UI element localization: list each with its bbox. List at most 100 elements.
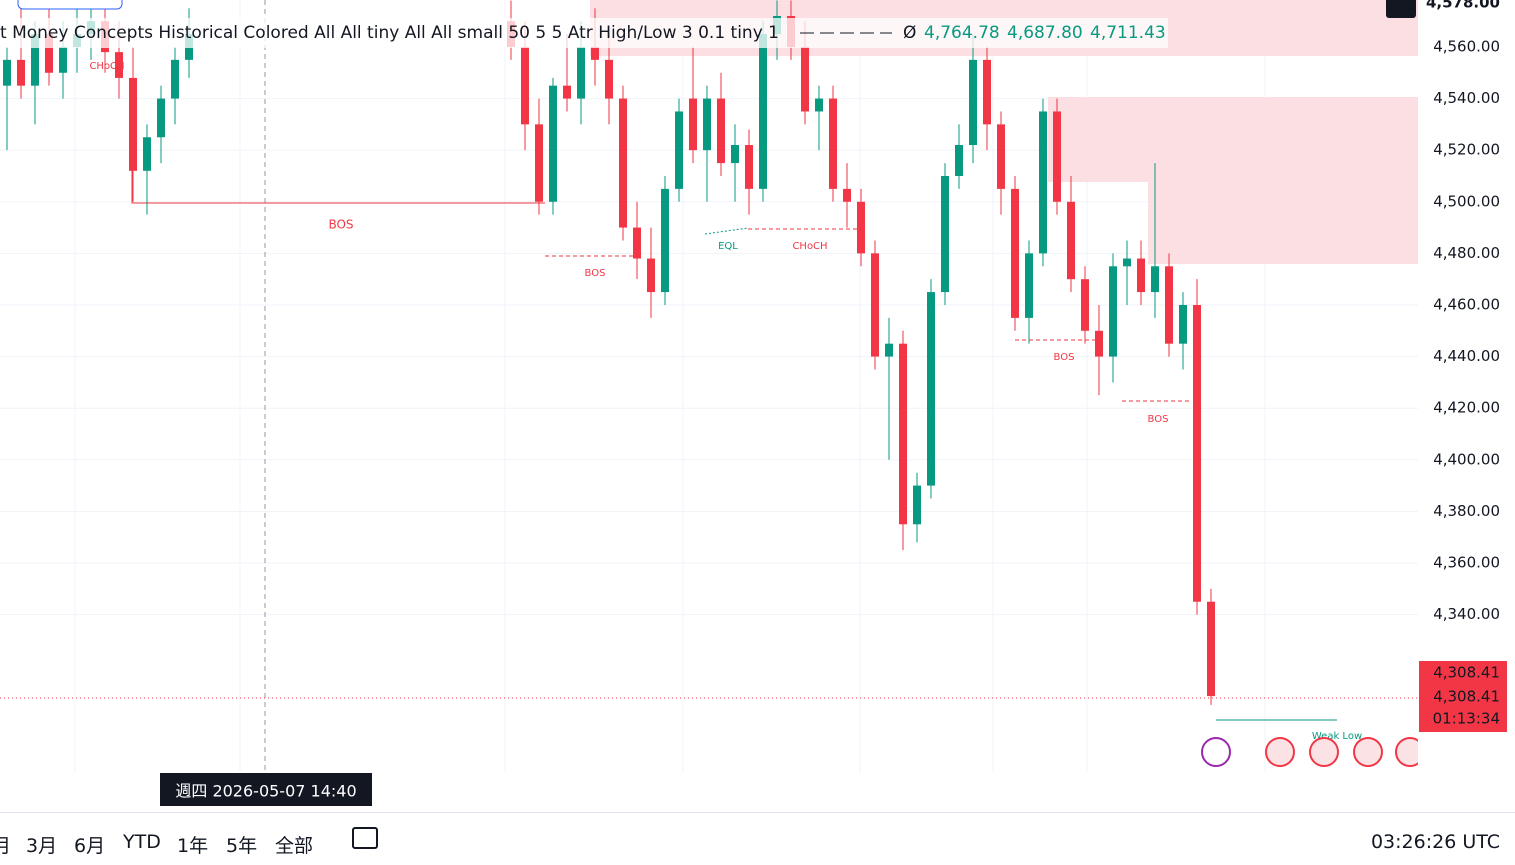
annotation: BOS: [1054, 352, 1075, 363]
candle-body: [983, 59, 991, 125]
candle-body: [759, 34, 767, 189]
candle-body: [1137, 258, 1145, 293]
candle-body: [17, 59, 25, 86]
candle-body: [3, 59, 11, 86]
date-label-text: 週四 2026-05-07 14:40: [175, 782, 356, 801]
candle-body: [955, 145, 963, 176]
event-icons: [1201, 737, 1425, 767]
candle-body: [899, 343, 907, 525]
indicator-legend: t Money Concepts Historical Colored All …: [0, 23, 779, 43]
y-tick-label: 4,540.00: [1433, 89, 1500, 107]
candle-body: [647, 258, 655, 293]
grid: [0, 0, 1418, 772]
y-tick-label: 4,380.00: [1433, 502, 1500, 520]
candle-body: [815, 98, 823, 112]
candle-body: [801, 46, 809, 112]
candle-body: [549, 85, 557, 202]
annotation: BOS: [328, 218, 353, 232]
legend-value: 4,711.43: [1090, 23, 1166, 43]
annotation: BOS: [585, 268, 606, 279]
range-button[interactable]: 5年: [226, 835, 258, 857]
candle-body: [843, 188, 851, 202]
candle-body: [731, 145, 739, 164]
price-tag: [1419, 661, 1507, 732]
candle-body: [1165, 266, 1173, 344]
candle-body: [1095, 330, 1103, 357]
candle-body: [1207, 601, 1215, 697]
candle-body: [115, 52, 123, 78]
candle-body: [829, 98, 837, 189]
y-tick-label: 4,520.00: [1433, 141, 1500, 159]
annotation: CHoCH: [792, 241, 827, 252]
add-button[interactable]: [1386, 0, 1416, 18]
candle-body: [171, 59, 179, 99]
range-button[interactable]: 1年: [177, 835, 209, 857]
legend-bg: [0, 18, 1168, 48]
icon[interactable]: [1265, 737, 1295, 767]
candle-body: [1011, 188, 1019, 318]
candle-body: [1025, 253, 1033, 318]
y-tick-label: 4,340.00: [1433, 605, 1500, 623]
candle-body: [129, 77, 137, 171]
candle-body: [563, 85, 571, 99]
y-tick-label: 4,500.00: [1433, 192, 1500, 210]
candle-body: [913, 485, 921, 525]
candle-body: [1193, 304, 1201, 602]
y-tick-label: 4,360.00: [1433, 554, 1500, 572]
candle-body: [521, 46, 529, 125]
icon[interactable]: [1309, 737, 1339, 767]
candle-body: [619, 98, 627, 228]
bos-line: [131, 150, 545, 204]
candle-body: [941, 175, 949, 293]
legend-value: 4,687.80: [1007, 23, 1083, 43]
candle-body: [1123, 258, 1131, 267]
y-tick-label: 4,420.00: [1433, 399, 1500, 417]
candle-body: [59, 46, 67, 73]
candle-body: [31, 34, 39, 86]
range-button[interactable]: 月: [0, 835, 12, 857]
date-range-icon[interactable]: [352, 827, 378, 849]
candle-body: [45, 34, 53, 73]
candle-body: [885, 343, 893, 357]
icon[interactable]: [1353, 737, 1383, 767]
candle-body: [577, 46, 585, 99]
candle-body: [969, 59, 977, 146]
y-tick-label: 4,440.00: [1433, 347, 1500, 365]
candle-body: [591, 46, 599, 60]
y-tick-label: 4,560.00: [1433, 37, 1500, 55]
range-button[interactable]: YTD: [123, 831, 161, 853]
annotation: CHoCH: [89, 61, 124, 72]
eql-line: [704, 227, 749, 235]
candle-body: [1081, 279, 1089, 331]
candle-body: [927, 292, 935, 486]
axis-top-label: 4,578.00: [1426, 0, 1500, 12]
candle-body: [605, 59, 613, 99]
range-button[interactable]: 全部: [275, 835, 314, 857]
date-label: [160, 773, 372, 806]
clock: 03:26:26 UTC: [1370, 831, 1500, 853]
order-block: [1148, 164, 1418, 264]
toolbar: 月 3月 6月 YTD 1年 5年 全部 03:26:26 UTC: [0, 812, 1515, 865]
icon[interactable]: [1201, 737, 1231, 767]
candle-body: [703, 98, 711, 151]
annotation: Weak Low: [1312, 731, 1362, 742]
candle-body: [1179, 304, 1187, 344]
annotation: BOS: [1148, 414, 1169, 425]
price-tag-text: 4,308.41: [1433, 688, 1500, 706]
button[interactable]: [17, 0, 123, 10]
candle-body: [1039, 111, 1047, 254]
candle-body: [675, 111, 683, 189]
range-button[interactable]: 6月: [74, 835, 106, 857]
candle-body: [1151, 266, 1159, 293]
candle-body: [745, 145, 753, 189]
range-button[interactable]: 3月: [26, 835, 58, 857]
candle-body: [661, 188, 669, 293]
candle-body: [157, 98, 165, 138]
candles: [3, 0, 1215, 705]
candle-body: [633, 227, 641, 259]
countdown: 01:13:34: [1433, 710, 1500, 728]
candle-body: [143, 137, 151, 171]
price-tag-text: 4,308.41: [1433, 664, 1500, 682]
y-tick-label: 4,460.00: [1433, 295, 1500, 313]
